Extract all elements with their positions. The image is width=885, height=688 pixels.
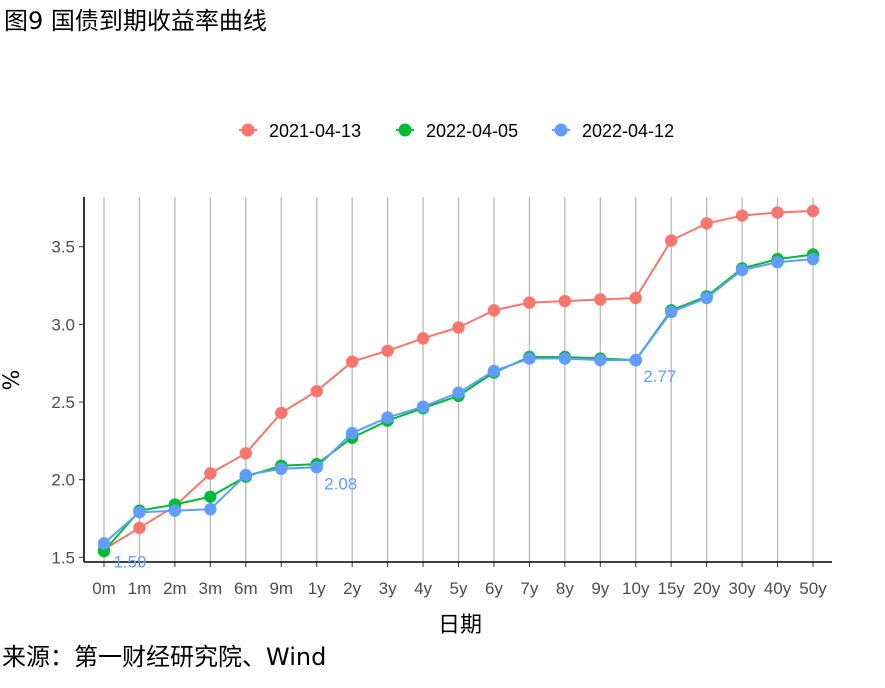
legend-key-2021-04-13 — [241, 123, 255, 137]
point-2021-04-13-1y — [310, 384, 323, 398]
point-2022-04-12-7y — [523, 352, 536, 365]
legend-key-2022-04-05 — [398, 123, 412, 137]
legend: 2021-04-13 2022-04-05 2022-04-12 — [239, 121, 674, 141]
point-2022-04-12-9m — [275, 462, 288, 476]
y-tick-label-3.5: 3.5 — [51, 238, 75, 257]
gridlines — [103, 197, 814, 562]
point-2022-04-12-9y — [594, 353, 607, 367]
data-label-10y: 2.77 — [643, 367, 676, 386]
point-2022-04-12-10y — [629, 353, 642, 367]
point-2022-04-12-8y — [558, 352, 572, 365]
point-2022-04-12-30y — [735, 263, 749, 277]
x-tick-label-8y: 8y — [556, 579, 574, 598]
legend-key-2022-04-12 — [554, 123, 568, 137]
x-tick-label-0m: 0m — [92, 579, 116, 598]
point-2022-04-12-4y — [416, 400, 430, 413]
y-tick-label-1.5: 1.5 — [51, 548, 75, 567]
point-2021-04-13-6m — [239, 447, 252, 460]
point-2022-04-12-2m — [168, 504, 182, 517]
legend-label-2021-04-13: 2021-04-13 — [269, 121, 361, 141]
point-2021-04-13-9m — [275, 406, 288, 420]
x-tick-label-9m: 9m — [269, 579, 293, 598]
point-2022-04-12-5y — [452, 386, 465, 399]
point-2022-04-12-40y — [771, 256, 784, 269]
figure-title: 图9 国债到期收益率曲线 — [4, 7, 267, 35]
point-2022-04-12-0m — [97, 537, 111, 550]
x-tick-label-40y: 40y — [764, 579, 792, 598]
legend-label-2022-04-12: 2022-04-12 — [582, 121, 674, 141]
point-2022-04-12-3m — [204, 502, 217, 516]
point-2022-04-05-3m — [204, 490, 217, 503]
x-tick-label-1y: 1y — [308, 579, 326, 598]
x-tick-label-1m: 1m — [128, 579, 152, 598]
point-2021-04-13-3y — [381, 344, 394, 357]
x-tick-label-7y: 7y — [520, 579, 538, 598]
point-2021-04-13-4y — [416, 332, 430, 345]
x-tick-label-6m: 6m — [234, 579, 258, 598]
point-2022-04-12-15y — [665, 305, 678, 319]
point-2021-04-13-6y — [487, 304, 501, 317]
series-layer — [97, 204, 820, 558]
x-tick-label-10y: 10y — [622, 579, 650, 598]
data-label-0m: 1.59 — [113, 552, 146, 571]
point-2022-04-12-1y — [310, 461, 323, 474]
point-2021-04-13-8y — [558, 294, 572, 308]
x-axis-title: 日期 — [438, 613, 482, 638]
data-label-1y: 2.08 — [324, 474, 357, 493]
point-2021-04-13-20y — [700, 217, 713, 230]
point-2021-04-13-9y — [594, 293, 607, 306]
x-tick-label-5y: 5y — [450, 579, 468, 598]
x-tick-label-50y: 50y — [799, 579, 827, 598]
point-2021-04-13-7y — [523, 296, 536, 309]
point-2021-04-13-15y — [665, 234, 678, 247]
point-2021-04-13-50y — [806, 204, 820, 218]
point-2021-04-13-5y — [452, 321, 465, 334]
y-axis-title: % — [0, 370, 25, 391]
x-tick-label-15y: 15y — [657, 579, 685, 598]
x-tick-label-20y: 20y — [693, 579, 721, 598]
source-note: 来源：第一财经研究院、Wind — [2, 643, 327, 671]
point-2021-04-13-40y — [771, 206, 784, 219]
y-tick-label-2: 2.0 — [51, 471, 75, 490]
point-2022-04-12-50y — [806, 252, 820, 266]
point-2021-04-13-30y — [735, 209, 749, 222]
y-tick-label-3: 3.0 — [51, 315, 75, 334]
x-tick-label-9y: 9y — [591, 579, 609, 598]
point-2021-04-13-2y — [345, 355, 359, 368]
point-2022-04-12-3y — [381, 411, 394, 424]
point-2022-04-12-2y — [345, 426, 359, 440]
x-tick-label-3m: 3m — [199, 579, 223, 598]
x-tick-label-4y: 4y — [414, 579, 432, 598]
legend-label-2022-04-05: 2022-04-05 — [426, 121, 518, 141]
data-labels: 1.59 2.08 2.77 — [113, 367, 676, 571]
point-2021-04-13-1m — [133, 521, 146, 535]
point-2022-04-12-6m — [239, 468, 252, 482]
x-tick-label-2y: 2y — [343, 579, 361, 598]
point-2022-04-12-20y — [700, 291, 713, 305]
point-2022-04-12-6y — [487, 364, 501, 378]
x-tick-label-6y: 6y — [485, 579, 503, 598]
axes: 0m 1m 2m 3m 6m 9m 1y 2y 3y 4y 5y 6y 7y 8y 9y 10y 15y 20y 3… — [51, 197, 832, 598]
x-tick-label-30y: 30y — [728, 579, 756, 598]
x-tick-label-3y: 3y — [379, 579, 397, 598]
y-tick-label-2.5: 2.5 — [51, 393, 75, 412]
point-2021-04-13-10y — [629, 291, 642, 305]
x-tick-label-2m: 2m — [163, 579, 187, 598]
point-2021-04-13-3m — [204, 467, 217, 480]
point-2022-04-12-1m — [133, 506, 146, 519]
